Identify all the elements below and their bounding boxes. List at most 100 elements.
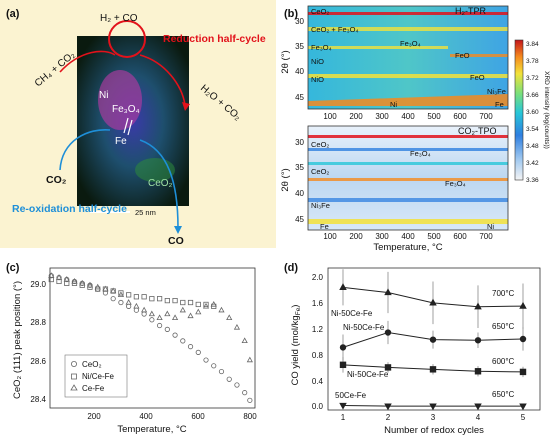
d-series-label: Ni-50Ce-Fe: [347, 370, 389, 379]
c-point-triangle: [195, 308, 202, 315]
d-temp-label: 650°C: [492, 390, 515, 399]
c-point-square: [187, 299, 194, 306]
c-point-triangle: [79, 279, 86, 286]
tpo-label-ni3fe: Ni₃Fe: [311, 201, 330, 210]
c-point-triangle: [148, 310, 155, 317]
label-co-out: CO: [168, 235, 184, 247]
d-ytick-label: 2.0: [312, 273, 324, 282]
c-point-triangle: [86, 281, 94, 288]
tpo-label-ceo2-a: CeO₂: [311, 140, 329, 149]
c-point-triangle: [226, 314, 233, 321]
c-point-triangle: [141, 306, 148, 313]
colorbar-tick: 3.66: [526, 92, 539, 99]
phase-arrow-down: [127, 119, 133, 136]
tpr-label-ceo2-fe3o4: CeO₂ + Fe₃O₄: [311, 25, 359, 34]
d-xtick-label: 1: [341, 413, 346, 422]
d-xtick-label: 5: [521, 413, 526, 422]
d-temp-label: 700°C: [492, 289, 515, 298]
tpr-ytick-label: 40: [295, 67, 304, 76]
panel-d-label: (d): [284, 262, 298, 274]
d-ytick-label: 1.2: [312, 325, 324, 334]
c-point-circle: [118, 299, 124, 306]
reduction-circle: [108, 20, 146, 58]
d-point-circle: [384, 329, 392, 336]
tpr-label-fe3o4-b: Fe₃O₄: [400, 39, 421, 48]
c-point-triangle: [71, 277, 78, 284]
c-point-triangle: [246, 356, 253, 363]
c-point-circle: [149, 317, 155, 323]
c-point-circle: [133, 307, 139, 313]
d-xtick-label: 4: [476, 413, 481, 422]
c-xtick-label: 600: [191, 412, 205, 421]
reduction-arrow-out: [139, 54, 186, 106]
tpo-frame: [307, 125, 509, 231]
tpo-x-ticks: 100 200 300 400 500 600 700: [323, 232, 493, 241]
c-point-triangle: [233, 323, 241, 330]
c-point-square: [133, 294, 139, 300]
c-legend-marker-triangle: [70, 384, 78, 391]
colorbar-tick: 3.84: [526, 41, 539, 48]
d-point-triangle: [519, 301, 527, 309]
tpo-ytick-label: 40: [295, 189, 304, 198]
scale-label: 25 nm: [135, 208, 156, 217]
c-point-circle: [187, 344, 194, 350]
d-point-square: [519, 368, 527, 376]
reduction-title: Reduction half-cycle: [163, 33, 266, 45]
c-point-circle: [218, 368, 225, 375]
d-ytick-label: 0.8: [312, 351, 324, 360]
d-point-square: [429, 366, 437, 373]
tpr-label-nio-b: NiO: [311, 75, 324, 84]
d-ytick-label: 0.0: [312, 402, 324, 411]
tpr-band-feo: [450, 54, 508, 57]
colorbar-tick: 3.78: [526, 58, 539, 65]
tpo-label-fe3o4-a: Fe₃O₄: [410, 149, 431, 158]
c-point-circle: [203, 357, 209, 363]
c-point-triangle: [156, 314, 163, 321]
c-point-triangle: [94, 283, 101, 290]
tpr-label-feo-b: FeO: [470, 73, 485, 82]
tpo-ytick-label: 45: [295, 215, 304, 224]
tpo-y-axis-label: 2θ (°): [280, 168, 291, 191]
c-point-triangle: [202, 302, 210, 309]
tpr-x-axis-label: Temperature, °C: [373, 242, 442, 253]
chart-d-frame: [327, 267, 541, 411]
c-point-circle: [234, 382, 240, 388]
c-point-triangle: [102, 285, 109, 292]
d-ylabel-sub: Fe: [295, 307, 302, 315]
panel-c-label: (c): [6, 262, 20, 274]
tpr-ytick-label: 35: [295, 42, 304, 51]
c-point-triangle: [218, 306, 225, 313]
label-h2-co: H₂ + CO: [100, 13, 138, 24]
c-point-circle: [180, 338, 186, 344]
tpr-label-ni: Ni: [390, 100, 397, 109]
c-ytick-label: 28.6: [30, 357, 46, 366]
tpr-band-fe3o4: [308, 46, 448, 49]
c-point-circle: [110, 296, 116, 302]
colorbar: [514, 39, 524, 181]
tpr-band-ceo2-b: [308, 27, 508, 31]
d-point-square: [339, 361, 347, 369]
tpo-band-ceo2-c: [308, 162, 508, 165]
c-point-square: [118, 290, 124, 296]
tpo-xtick-label: 400: [401, 232, 415, 241]
tpr-title: H₂-TPR: [455, 6, 486, 16]
d-point-triangle: [474, 302, 482, 310]
c-point-circle: [164, 326, 170, 332]
c-point-square: [203, 301, 209, 308]
c-point-triangle: [241, 337, 248, 344]
tpo-label-ni: Ni: [487, 222, 494, 231]
chart-d-y-axis-label: CO yield (mol/kgFe): [290, 305, 302, 386]
c-point-square: [172, 298, 178, 304]
c-ytick-label: 29.0: [30, 280, 46, 289]
d-point-triangle-down: [474, 403, 482, 411]
tpr-label-nio-a: NiO: [311, 57, 324, 66]
label-ni: Ni: [99, 90, 108, 101]
chart-c-legend: CeO₂ Ni/Ce-Fe Ce-Fe: [64, 354, 128, 398]
d-point-triangle-down: [519, 403, 527, 411]
tpo-phase-labels: CeO₂ Fe₃O₄ CeO₂ Fe₃O₄ Ni₃Fe Fe Ni: [311, 140, 494, 231]
tpr-label-ni3fe: Ni₃Fe: [487, 87, 506, 96]
c-point-triangle: [55, 274, 63, 280]
c-point-square: [126, 292, 132, 298]
tpo-xtick-label: 500: [427, 232, 441, 241]
d-point-square: [384, 364, 392, 371]
